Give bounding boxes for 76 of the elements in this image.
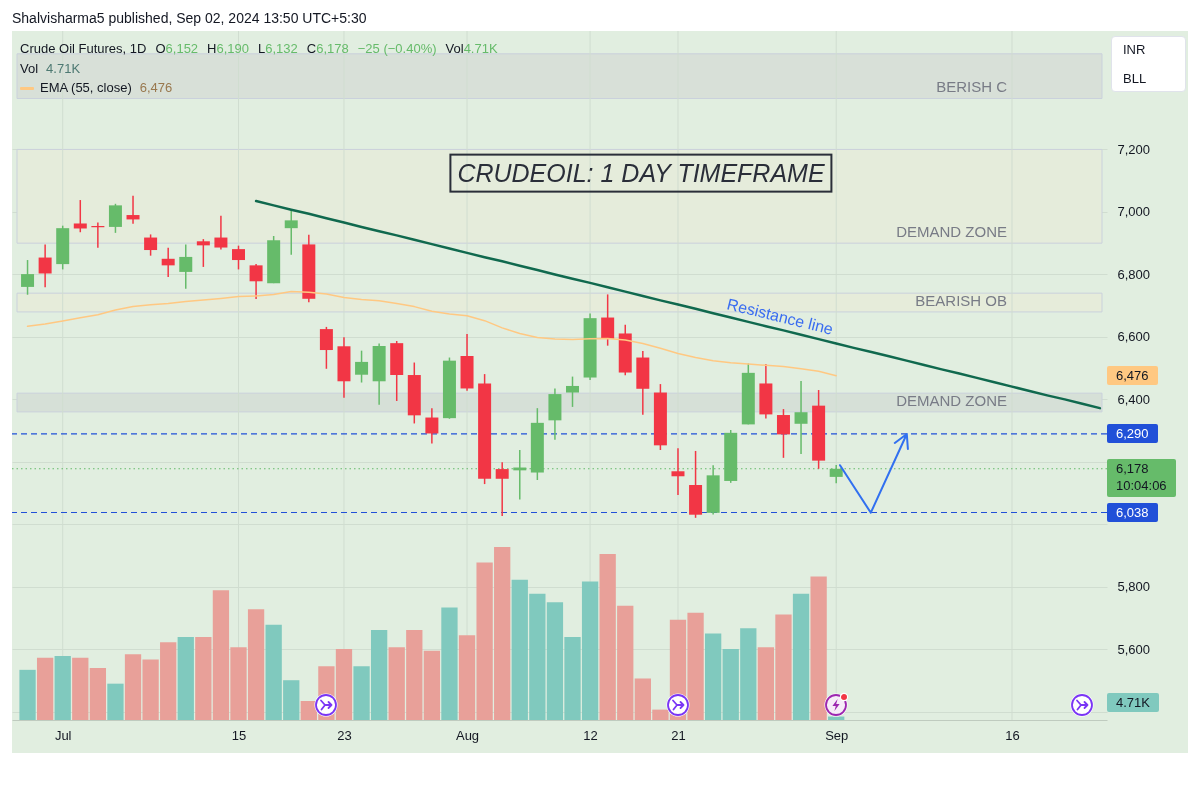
band-label: BEARISH OB [915,291,1007,309]
candlestick [425,407,439,445]
candlestick [566,375,580,408]
x-tick-label: 15 [231,727,247,743]
candlestick [601,293,615,347]
bar [107,683,124,720]
x-tick-label: 16 [1005,727,1020,743]
candlestick [21,259,35,296]
x-tick-label: Aug [455,727,480,743]
legend-label: EMA (55, close) [40,80,132,95]
text: 6,476 [1116,368,1149,384]
bar [810,576,827,720]
y-tick-label: 5,600 [1117,641,1151,657]
candlestick [196,238,210,268]
y-tick-label: 6,800 [1117,266,1151,282]
text: Vol [20,60,39,76]
candlestick [495,461,509,517]
candlestick [108,203,122,234]
x-tick-label: 23 [337,727,352,743]
y-tick-label: 5,800 [1117,579,1151,595]
annotation: 6,476 [139,80,173,95]
text: Shalvisharma5 published, Sep 02, 2024 13:50 UTC+5:30 [12,10,367,27]
annotation: C6,178 [306,41,349,56]
annotation: CRUDEOIL: 1 DAY TIMEFRAME [449,153,833,193]
bar [792,593,810,720]
bar [72,657,89,720]
candlestick [73,199,87,233]
y-tick-label: 7,000 [1117,204,1151,220]
y-tick-label: 6,400 [1117,391,1151,407]
bar [19,669,36,720]
bar [195,636,212,720]
band-label: DEMAND ZONE [896,391,1007,409]
candlestick [776,408,790,459]
candlestick [355,349,369,384]
annotation: O6,152 [155,41,199,56]
candlestick [794,380,808,455]
x-tick-label: 21 [671,727,686,743]
annotation: −25 (−0.40%) [357,41,437,56]
text: Crude Oil Futures, 1D [20,41,147,56]
ref-line-label: 6,290 [1116,425,1149,444]
candlestick [671,447,685,496]
candlestick [144,233,158,257]
ref-line-label: 6,038 [1116,504,1149,522]
candlestick [232,244,245,271]
line-series [26,290,837,377]
bar [423,650,441,720]
x-tick-label: Jul [54,727,72,743]
candlestick [38,243,52,288]
x-tick-label: 12 [583,727,598,743]
text: 10:04:06 [1116,478,1167,495]
bar [54,655,71,720]
annotation: Vol4.71K [445,41,498,56]
bar [89,668,107,720]
ref-line-label: 6,178 [1116,460,1150,479]
candlestick [161,247,175,278]
band-label: BERISH C [936,78,1008,96]
x-tick-label: Sep [825,727,849,743]
annotation: L6,132 [258,41,298,56]
text: 4.71K [1116,694,1150,713]
selector-panel: INR BLL [1111,36,1186,92]
bar [36,657,54,720]
annotation: 4.71K [46,60,81,76]
candlestick [284,209,298,256]
candlestick [319,326,333,370]
bar [704,633,722,720]
candlestick [179,243,193,290]
band-label: DEMAND ZONE [896,223,1007,241]
bar [441,607,458,720]
candlestick [126,194,140,225]
candlestick [214,214,228,251]
line-series [254,199,1102,410]
y-tick-label: 7,200 [1117,141,1151,157]
bar [177,636,194,720]
y-tick-label: 6,600 [1117,329,1151,345]
annotation: H6,190 [207,41,250,56]
candlestick [249,263,263,300]
